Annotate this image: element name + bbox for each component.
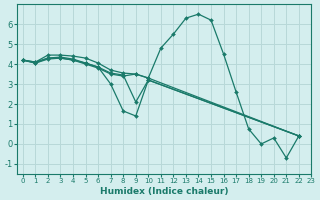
X-axis label: Humidex (Indice chaleur): Humidex (Indice chaleur): [100, 187, 228, 196]
